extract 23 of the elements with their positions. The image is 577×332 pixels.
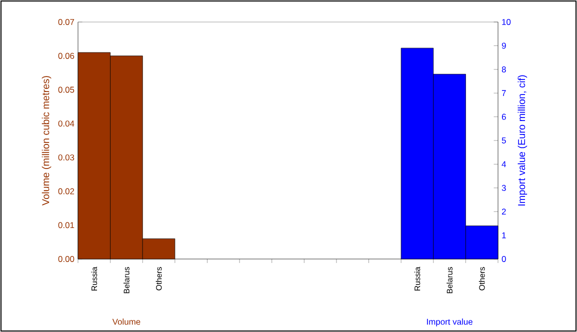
y2-tick-label: 7 xyxy=(502,90,506,96)
y2-tick-label: 5 xyxy=(502,138,506,144)
y2-tick-label: 6 xyxy=(502,114,506,120)
y-tick-label: 0.01 xyxy=(58,222,74,228)
y2-tick-label: 9 xyxy=(502,42,506,49)
text: Volume xyxy=(112,318,140,325)
y2-axis-title: Import value (Euro million, cif) xyxy=(518,75,528,206)
y-tick-label: 0.03 xyxy=(58,154,74,160)
y-tick-label: 0.07 xyxy=(58,19,74,25)
y-tick-label: 0.02 xyxy=(58,188,74,194)
y2-tick-label: 3 xyxy=(502,184,506,191)
y2-tick-label: 10 xyxy=(502,19,511,25)
y-axis-title: Volume (million cubic metres) xyxy=(42,76,52,206)
text: Import value xyxy=(427,318,472,326)
y-tick-label: 0.05 xyxy=(58,86,74,93)
y-tick-label: 0.06 xyxy=(58,52,74,59)
y-tick-label: 0.00 xyxy=(58,256,74,262)
y2-tick-label: 1 xyxy=(502,232,506,238)
y2-tick-label: 2 xyxy=(502,208,506,215)
y2-tick-label: 0 xyxy=(502,256,506,262)
y-tick-label: 0.04 xyxy=(58,120,74,127)
y2-tick-label: 8 xyxy=(502,66,506,72)
y2-tick-label: 4 xyxy=(502,161,506,168)
